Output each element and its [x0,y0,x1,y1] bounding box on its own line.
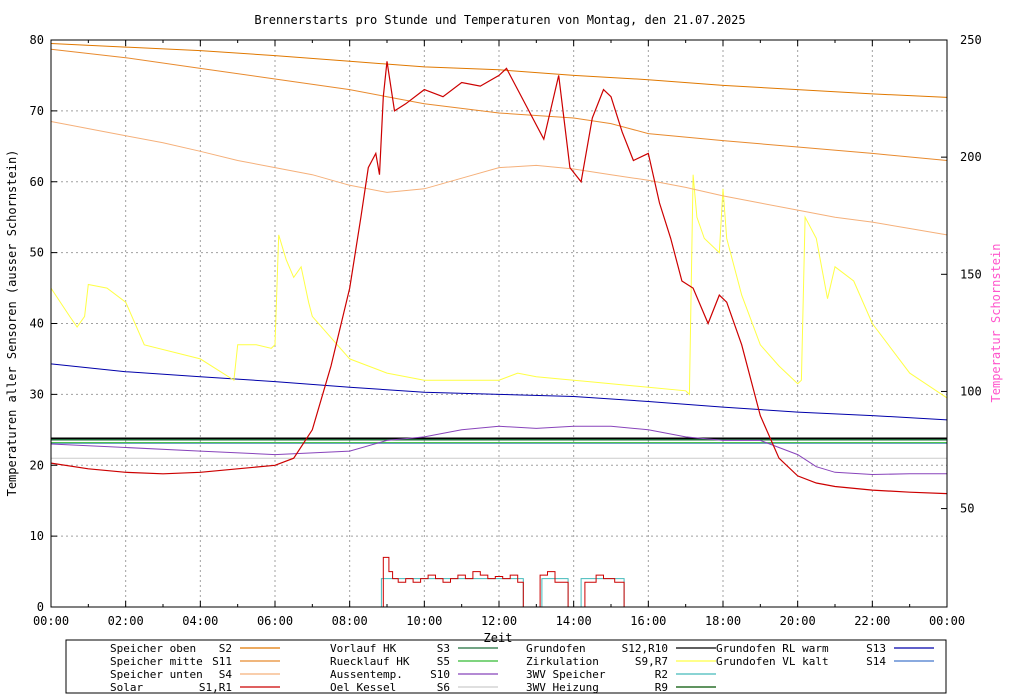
legend-id: S13 [866,642,886,655]
y2-tick-label: 50 [960,502,974,516]
y-tick-label: 10 [30,529,44,543]
legend-label: Speicher mitte [110,655,203,668]
y2-tick-label: 100 [960,384,982,398]
legend-id: S9,R7 [635,655,668,668]
x-tick-label: 00:00 [33,614,69,628]
series-line-grundofen-rl-warm-s13 [50,363,948,421]
legend-id: R9 [655,681,668,694]
chart-title: Brennerstarts pro Stunde und Temperature… [254,13,745,27]
legend-id: R2 [655,668,668,681]
y2-tick-label: 200 [960,150,982,164]
legend-label: Solar [110,681,143,694]
y-tick-label: 60 [30,175,44,189]
y-tick-label: 30 [30,387,44,401]
legend-label: Zirkulation [526,655,599,668]
legend-id: S12,R10 [622,642,668,655]
x-tick-label: 06:00 [257,614,293,628]
series-line-speicher-oben-s2 [50,43,948,98]
legend-label: Grundofen VL kalt [716,655,829,668]
x-tick-label: 08:00 [332,614,368,628]
legend-label: 3WV Heizung [526,681,599,694]
legend-label: Speicher unten [110,668,203,681]
x-tick-label: 12:00 [481,614,517,628]
series-line-speicher-unten-s4 [50,121,948,236]
y-tick-label: 40 [30,317,44,331]
x-tick-label: 00:00 [929,614,965,628]
legend-id: S14 [866,655,886,668]
legend-label: Grundofen RL warm [716,642,829,655]
x-tick-label: 16:00 [630,614,666,628]
legend-label: Ruecklauf HK [330,655,410,668]
x-tick-label: 04:00 [182,614,218,628]
x-tick-label: 02:00 [108,614,144,628]
legend-label: Vorlauf HK [330,642,397,655]
series-line-solar-s1-r1 [50,61,948,495]
x-tick-label: 22:00 [854,614,890,628]
series-line-zirkulation-s9-r7 [50,174,948,399]
legend-label: Aussentemp. [330,668,403,681]
x-tick-label: 10:00 [406,614,442,628]
y2-tick-label: 250 [960,33,982,47]
legend-label: Speicher oben [110,642,196,655]
legend-id: S4 [219,668,233,681]
ticks: 00:00 02:00 04:00 06:00 08:00 10:00 12:00 14:00… [30,33,982,628]
series-line-3wv-speicher-r2 [51,578,625,608]
series-layer [50,43,948,608]
y-tick-label: 80 [30,33,44,47]
x-tick-label: 20:00 [780,614,816,628]
y-tick-label: 50 [30,246,44,260]
legend-id: S5 [437,655,450,668]
legend-id: S2 [219,642,232,655]
y2-tick-label: 150 [960,267,982,281]
series-line-speicher-mitte-s11 [50,48,948,161]
legend-id: S6 [437,681,450,694]
legend: Speicher oben S2 Speicher mitte S11 Speicher… [110,642,934,694]
y2-axis-label: Temperatur Schornstein [989,244,1003,403]
legend-id: S3 [437,642,450,655]
legend-label: Grundofen [526,642,586,655]
legend-label: 3WV Speicher [526,668,606,681]
x-tick-label: 18:00 [705,614,741,628]
y-tick-label: 0 [37,600,44,614]
legend-id: S1,R1 [199,681,232,694]
series-line-aussentemp-s10 [50,425,947,476]
x-axis-label: Zeit [484,631,513,645]
legend-label: Oel Kessel [330,681,396,694]
y-tick-label: 70 [30,104,44,118]
y-axis-label: Temperaturen aller Sensoren (ausser Scho… [5,150,19,497]
y-tick-label: 20 [30,458,44,472]
grid [51,40,947,607]
legend-id: S10 [430,668,450,681]
legend-box [65,639,947,694]
legend-id: S11 [212,655,232,668]
x-tick-label: 14:00 [556,614,592,628]
